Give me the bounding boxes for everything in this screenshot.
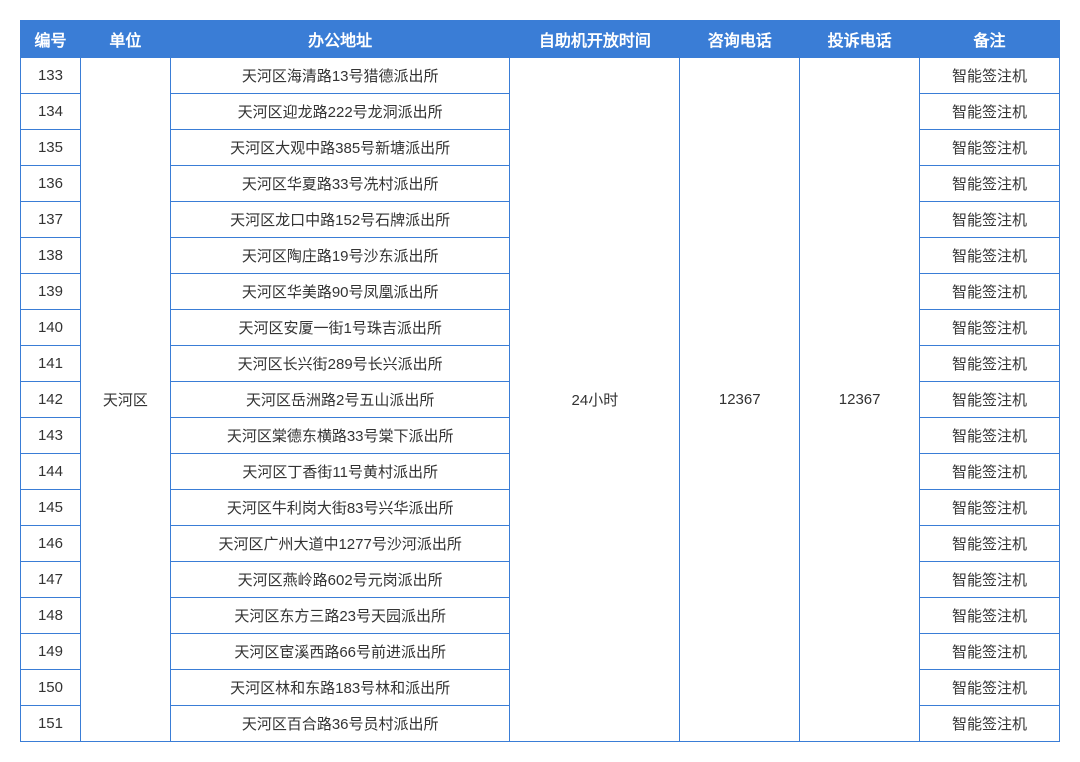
data-table: 编号 单位 办公地址 自助机开放时间 咨询电话 投诉电话 备注 133天河区天河…: [20, 20, 1060, 742]
cell-id: 151: [21, 706, 81, 742]
cell-addr: 天河区燕岭路602号元岗派出所: [170, 562, 510, 598]
cell-id: 138: [21, 238, 81, 274]
cell-id: 137: [21, 202, 81, 238]
cell-note: 智能签注机: [920, 418, 1060, 454]
cell-note: 智能签注机: [920, 670, 1060, 706]
cell-note: 智能签注机: [920, 130, 1060, 166]
cell-id: 145: [21, 490, 81, 526]
cell-id: 150: [21, 670, 81, 706]
col-header-tel2: 投诉电话: [800, 21, 920, 58]
cell-addr: 天河区大观中路385号新塘派出所: [170, 130, 510, 166]
cell-note: 智能签注机: [920, 274, 1060, 310]
table-body: 133天河区天河区海清路13号猎德派出所24小时1236712367智能签注机1…: [21, 58, 1060, 742]
cell-addr: 天河区宦溪西路66号前进派出所: [170, 634, 510, 670]
cell-id: 143: [21, 418, 81, 454]
cell-addr: 天河区陶庄路19号沙东派出所: [170, 238, 510, 274]
cell-id: 149: [21, 634, 81, 670]
cell-id: 140: [21, 310, 81, 346]
cell-note: 智能签注机: [920, 598, 1060, 634]
cell-id: 146: [21, 526, 81, 562]
cell-addr: 天河区棠德东横路33号棠下派出所: [170, 418, 510, 454]
cell-id: 136: [21, 166, 81, 202]
cell-note: 智能签注机: [920, 166, 1060, 202]
cell-note: 智能签注机: [920, 562, 1060, 598]
cell-note: 智能签注机: [920, 202, 1060, 238]
cell-addr: 天河区迎龙路222号龙洞派出所: [170, 94, 510, 130]
cell-note: 智能签注机: [920, 58, 1060, 94]
cell-id: 135: [21, 130, 81, 166]
cell-addr: 天河区东方三路23号天园派出所: [170, 598, 510, 634]
cell-id: 134: [21, 94, 81, 130]
col-header-addr: 办公地址: [170, 21, 510, 58]
cell-id: 148: [21, 598, 81, 634]
cell-addr: 天河区华美路90号凤凰派出所: [170, 274, 510, 310]
cell-unit: 天河区: [80, 58, 170, 742]
cell-note: 智能签注机: [920, 310, 1060, 346]
cell-id: 141: [21, 346, 81, 382]
cell-addr: 天河区海清路13号猎德派出所: [170, 58, 510, 94]
cell-id: 144: [21, 454, 81, 490]
col-header-note: 备注: [920, 21, 1060, 58]
cell-time: 24小时: [510, 58, 680, 742]
cell-note: 智能签注机: [920, 526, 1060, 562]
cell-note: 智能签注机: [920, 238, 1060, 274]
cell-id: 139: [21, 274, 81, 310]
cell-addr: 天河区丁香街11号黄村派出所: [170, 454, 510, 490]
cell-note: 智能签注机: [920, 634, 1060, 670]
cell-id: 142: [21, 382, 81, 418]
table-header: 编号 单位 办公地址 自助机开放时间 咨询电话 投诉电话 备注: [21, 21, 1060, 58]
table-row: 133天河区天河区海清路13号猎德派出所24小时1236712367智能签注机: [21, 58, 1060, 94]
cell-addr: 天河区龙口中路152号石牌派出所: [170, 202, 510, 238]
col-header-id: 编号: [21, 21, 81, 58]
cell-note: 智能签注机: [920, 490, 1060, 526]
cell-addr: 天河区长兴街289号长兴派出所: [170, 346, 510, 382]
cell-addr: 天河区华夏路33号冼村派出所: [170, 166, 510, 202]
col-header-tel1: 咨询电话: [680, 21, 800, 58]
cell-addr: 天河区岳洲路2号五山派出所: [170, 382, 510, 418]
cell-id: 133: [21, 58, 81, 94]
cell-addr: 天河区百合路36号员村派出所: [170, 706, 510, 742]
cell-note: 智能签注机: [920, 706, 1060, 742]
cell-note: 智能签注机: [920, 382, 1060, 418]
cell-addr: 天河区牛利岗大街83号兴华派出所: [170, 490, 510, 526]
cell-id: 147: [21, 562, 81, 598]
cell-note: 智能签注机: [920, 346, 1060, 382]
col-header-time: 自助机开放时间: [510, 21, 680, 58]
col-header-unit: 单位: [80, 21, 170, 58]
cell-tel2: 12367: [800, 58, 920, 742]
cell-addr: 天河区广州大道中1277号沙河派出所: [170, 526, 510, 562]
cell-note: 智能签注机: [920, 94, 1060, 130]
cell-addr: 天河区安厦一街1号珠吉派出所: [170, 310, 510, 346]
cell-tel1: 12367: [680, 58, 800, 742]
cell-note: 智能签注机: [920, 454, 1060, 490]
cell-addr: 天河区林和东路183号林和派出所: [170, 670, 510, 706]
